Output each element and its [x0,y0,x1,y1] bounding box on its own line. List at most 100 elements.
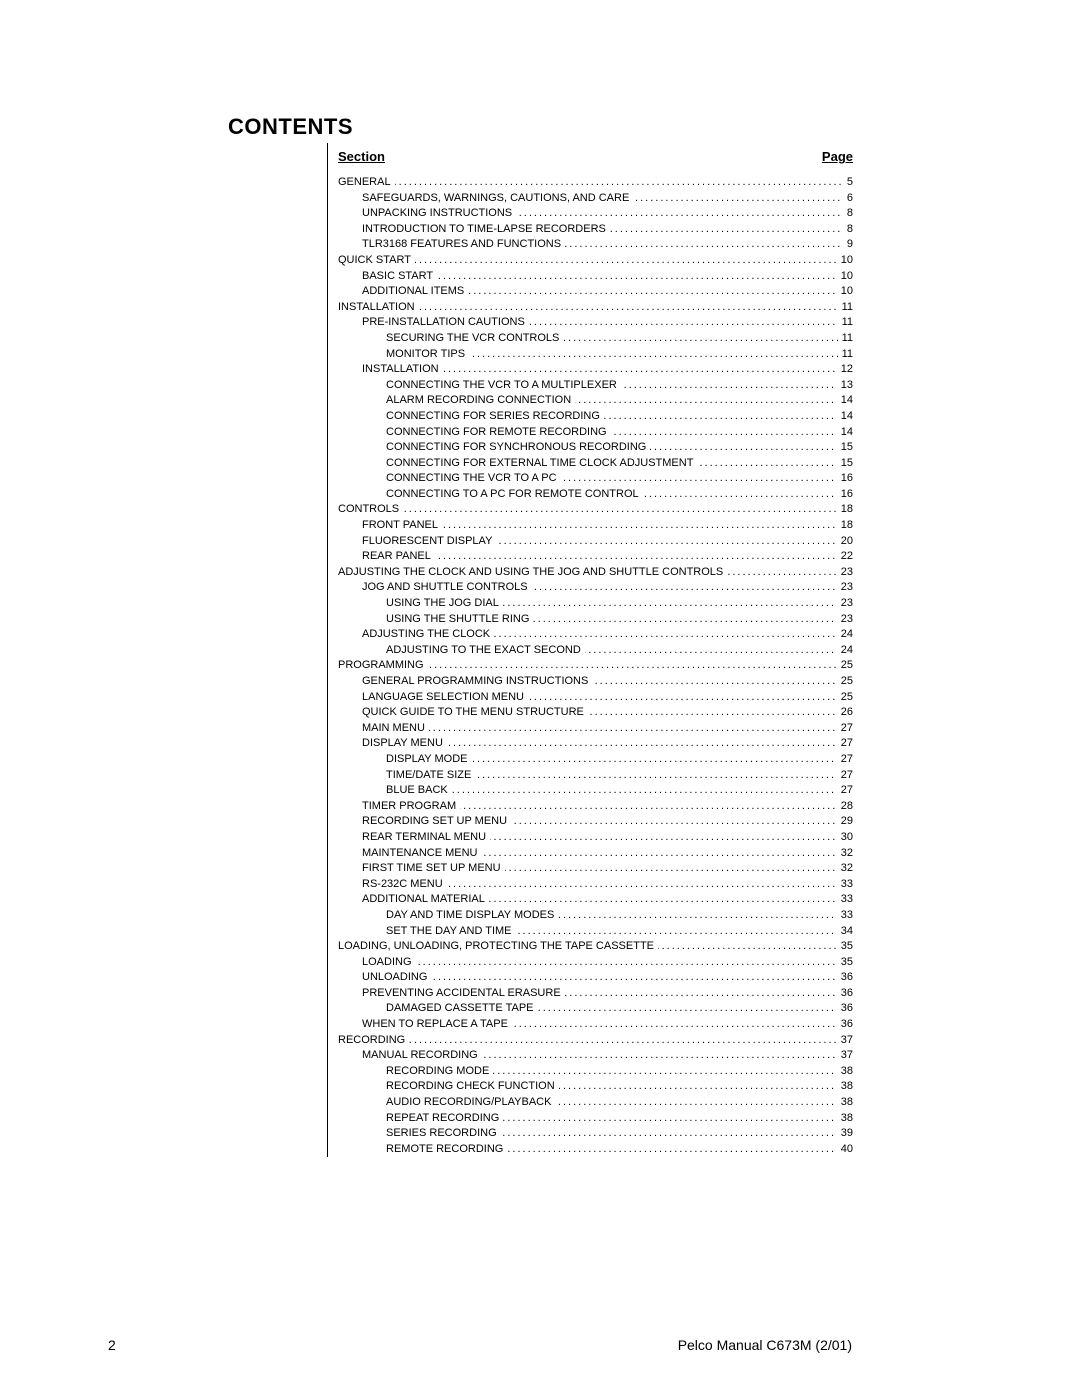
toc-page-number: 16 [837,487,853,503]
toc-label: TLR3168 FEATURES AND FUNCTIONS [362,238,565,250]
toc-line: ........................................… [338,393,853,409]
toc-page-number: 27 [837,752,853,768]
toc-page-number: 18 [837,502,853,518]
toc-line: ........................................… [338,191,853,207]
toc-label: GENERAL PROGRAMMING INSTRUCTIONS [362,675,592,687]
toc-page-number: 15 [837,440,853,456]
toc-label: SECURING THE VCR CONTROLS [386,332,563,344]
toc-label: ADDITIONAL MATERIAL [362,893,489,905]
toc-label: ALARM RECORDING CONNECTION [386,394,575,406]
toc-label: QUICK START [338,254,415,266]
toc-line: ........................................… [338,331,853,347]
toc-label: REAR PANEL [362,550,435,562]
toc-label: PREVENTING ACCIDENTAL ERASURE [362,987,565,999]
toc-label: AUDIO RECORDING/PLAYBACK [386,1096,555,1108]
toc-leader-dots: ........................................… [338,502,853,518]
toc-line: ........................................… [338,580,853,596]
toc-page-number: 16 [837,471,853,487]
toc-leader-dots: ........................................… [362,549,853,565]
toc-line: ........................................… [338,1142,853,1158]
toc-page-number: 8 [843,206,853,222]
toc-label: FLUORESCENT DISPLAY [362,535,496,547]
toc-label: CONNECTING THE VCR TO A PC [386,472,561,484]
toc-page-number: 40 [837,1142,853,1158]
toc-line: ........................................… [338,908,853,924]
toc-page-number: 30 [837,830,853,846]
toc-label: TIMER PROGRAM [362,800,460,812]
toc-label: ADJUSTING THE CLOCK AND USING THE JOG AN… [338,566,727,578]
toc-label: PROGRAMMING [338,659,428,671]
toc-line: ........................................… [338,456,853,472]
toc-line: ........................................… [338,705,853,721]
toc-line: ........................................… [338,861,853,877]
toc-label: ADDITIONAL ITEMS [362,285,468,297]
toc-page-number: 27 [837,783,853,799]
toc-page-number: 23 [837,580,853,596]
toc-label: DISPLAY MODE [386,753,472,765]
toc-label: BLUE BACK [386,784,452,796]
toc-label: CONNECTING FOR REMOTE RECORDING [386,426,611,438]
toc-line: ........................................… [338,425,853,441]
toc-page-number: 33 [837,892,853,908]
toc-label: LANGUAGE SELECTION MENU [362,691,528,703]
contents-title: CONTENTS [228,114,353,140]
toc-page-number: 15 [837,456,853,472]
toc-leader-dots: ........................................… [386,783,853,799]
toc-page-number: 8 [843,222,853,238]
toc-page-number: 14 [837,409,853,425]
toc-line: ........................................… [338,1111,853,1127]
toc-label: BASIC START [362,270,437,282]
toc-label: QUICK GUIDE TO THE MENU STRUCTURE [362,706,588,718]
toc-label: MONITOR TIPS [386,348,469,360]
toc-label: WHEN TO REPLACE A TAPE [362,1018,512,1030]
toc-label: REMOTE RECORDING [386,1143,507,1155]
toc-page-number: 12 [837,362,853,378]
toc-page-number: 23 [837,565,853,581]
toc-page-number: 37 [837,1048,853,1064]
toc-line: ........................................… [338,924,853,940]
toc-page-number: 24 [837,643,853,659]
toc-label: RECORDING MODE [386,1065,493,1077]
toc-line: ........................................… [338,892,853,908]
toc-line: ........................................… [338,300,853,316]
toc-page-number: 22 [837,549,853,565]
toc-page-number: 35 [837,955,853,971]
toc-line: ........................................… [338,877,853,893]
toc-page-number: 32 [837,861,853,877]
toc-leader-dots: ........................................… [338,1033,853,1049]
toc-line: ........................................… [338,986,853,1002]
toc-line: ........................................… [338,362,853,378]
toc-line: ........................................… [338,549,853,565]
toc-label: INSTALLATION [338,301,419,313]
toc-lines: ........................................… [338,175,853,1157]
toc-label: UNPACKING INSTRUCTIONS [362,207,516,219]
toc-line: ........................................… [338,674,853,690]
toc-label: CONNECTING FOR SERIES RECORDING [386,410,604,422]
toc-line: ........................................… [338,1001,853,1017]
toc-label: SET THE DAY AND TIME [386,925,516,937]
toc-line: ........................................… [338,518,853,534]
toc-page-number: 34 [837,924,853,940]
toc-label: GENERAL [338,176,395,188]
toc-page-number: 5 [843,175,853,191]
toc-page-number: 18 [837,518,853,534]
toc-label: CONNECTING TO A PC FOR REMOTE CONTROL [386,488,643,500]
toc-line: ........................................… [338,440,853,456]
toc-page-number: 25 [837,658,853,674]
toc-label: CONNECTING FOR SYNCHRONOUS RECORDING [386,441,650,453]
toc-page-number: 23 [837,596,853,612]
toc-label: DISPLAY MENU [362,737,447,749]
toc-label: SERIES RECORDING [386,1127,501,1139]
toc-line: ........................................… [338,814,853,830]
toc-line: ........................................… [338,502,853,518]
toc-page-number: 28 [837,799,853,815]
toc-page-number: 25 [837,674,853,690]
toc-line: ........................................… [338,596,853,612]
toc-line: ........................................… [338,222,853,238]
toc-line: ........................................… [338,955,853,971]
toc-page-number: 20 [837,534,853,550]
toc-line: ........................................… [338,315,853,331]
toc-label: TIME/DATE SIZE [386,769,475,781]
toc-label: DAMAGED CASSETTE TAPE [386,1002,538,1014]
toc-page-number: 38 [837,1095,853,1111]
